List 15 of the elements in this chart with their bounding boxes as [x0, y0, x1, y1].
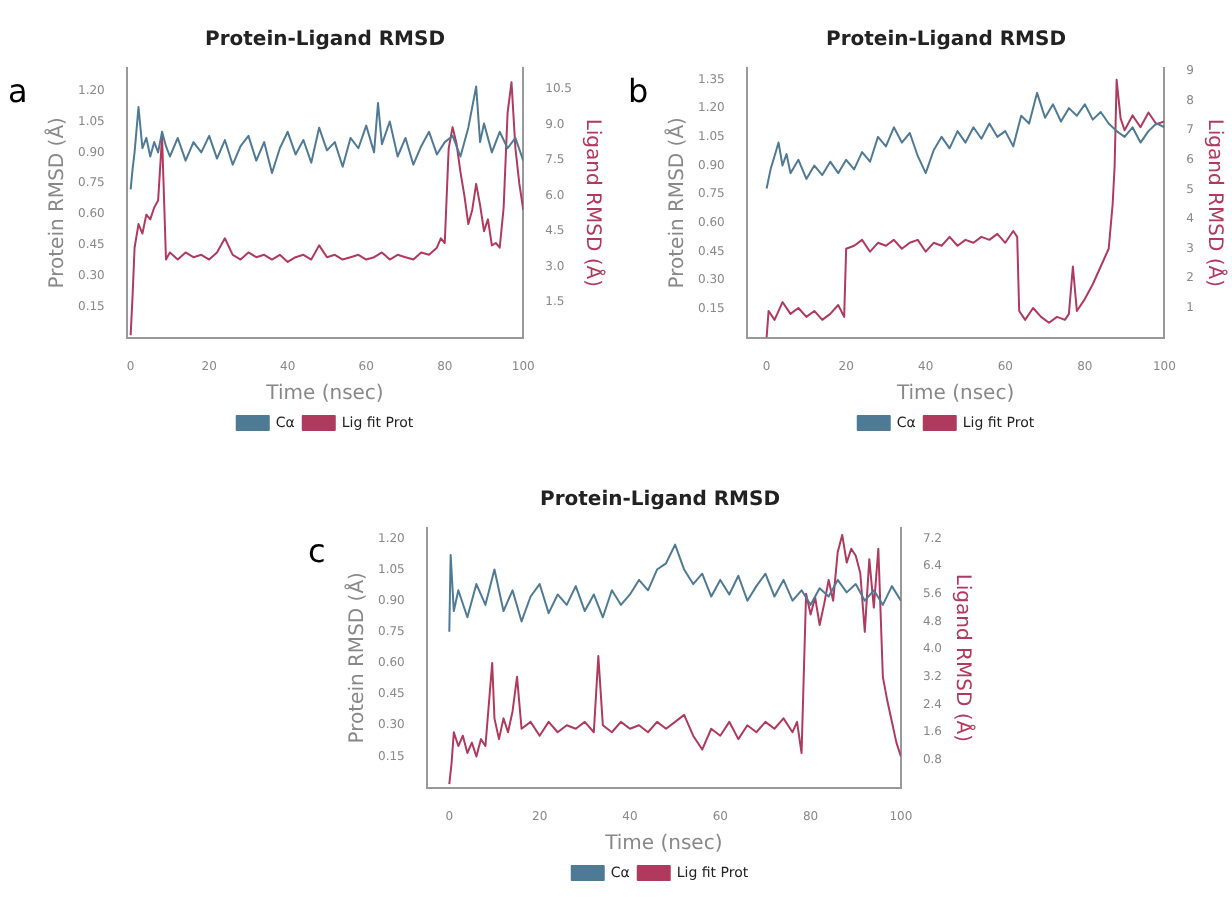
text: b [628, 72, 649, 110]
y2-axis-title: Ligand RMSD (Å) [580, 118, 607, 288]
y-axis-title: Protein RMSD (Å) [43, 116, 70, 289]
x-axis-title: Time (nsec) [894, 383, 1015, 406]
chart-title: Protein-Ligand RMSD [539, 489, 781, 512]
text: a [8, 72, 28, 110]
y2-axis-title: Ligand RMSD (Å) [1202, 118, 1229, 288]
text: c [308, 532, 326, 570]
y-axis-title: Protein RMSD (Å) [343, 571, 370, 744]
x-axis-title: Time (nsec) [264, 383, 384, 406]
y2-axis-title: Ligand RMSD (Å) [950, 573, 977, 743]
x-axis-title: Time (nsec) [603, 833, 723, 856]
chart-title: Protein-Ligand RMSD [825, 29, 1067, 52]
y-axis-title: Protein RMSD (Å) [663, 116, 690, 289]
chart-title: Protein-Ligand RMSD [204, 29, 446, 52]
